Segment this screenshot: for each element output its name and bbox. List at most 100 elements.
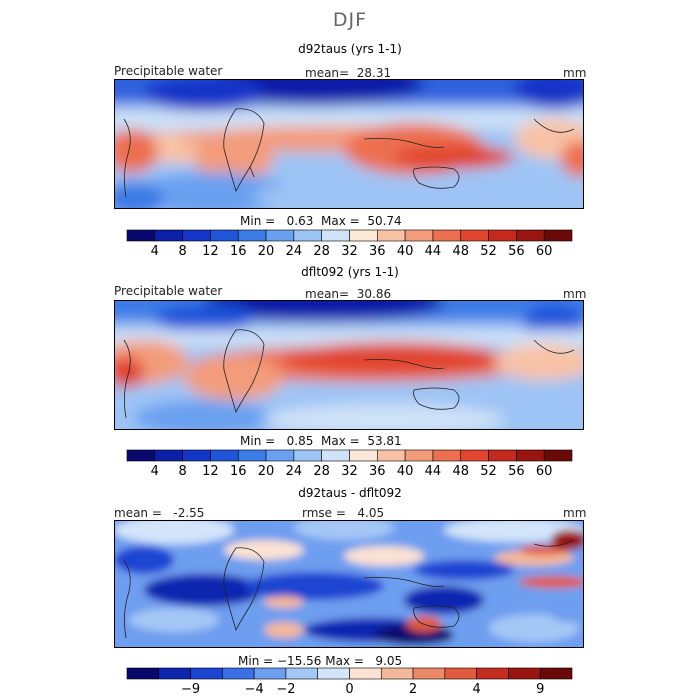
colorbar-2-box-13 <box>488 449 517 462</box>
colorbar-2-tick-label: 48 <box>452 464 469 479</box>
colorbar-1-tick-label: 20 <box>258 244 275 259</box>
colorbar-2-tick-label: 4 <box>151 464 159 479</box>
panel-2-min-value: 0.85 <box>286 434 314 448</box>
colorbar-1-box-0 <box>126 229 156 242</box>
colorbar-1-tick-label: 56 <box>508 244 525 259</box>
colorbar-1-box-13 <box>488 229 517 242</box>
colorbar-3-tick-label: −9 <box>181 682 200 697</box>
colorbar-3-tick-label: −2 <box>276 682 295 697</box>
colorbar-1-box-4 <box>237 229 267 242</box>
colorbar-3-box-0 <box>126 667 160 680</box>
colorbar-1-tick-label: 36 <box>369 244 386 259</box>
colorbar-3-box-13 <box>539 667 573 680</box>
panel-3-minmax: Min = −15.56 Max = 9.05 <box>238 654 403 668</box>
panel-3-colorbar: −9 −4 −2 0 2 4 9 <box>126 667 573 697</box>
panel-3-rmse-label: rmse = 4.05 <box>302 506 385 520</box>
colorbar-2-tick-label: 8 <box>178 464 186 479</box>
colorbar-3-box-11 <box>476 667 509 680</box>
colorbar-2-tick-label: 28 <box>313 464 330 479</box>
colorbar-2-tick-label: 56 <box>508 464 525 479</box>
colorbar-2-box-4 <box>237 449 267 462</box>
colorbar-3-tick-label: 0 <box>345 682 353 697</box>
colorbar-3-box-8 <box>380 667 414 680</box>
colorbar-1-tick-label: 32 <box>341 244 358 259</box>
panel-2-title: dflt092 (yrs 1-1) <box>301 265 399 279</box>
colorbar-2-tick-label: 52 <box>480 464 497 479</box>
colorbar-1-box-3 <box>210 229 239 242</box>
panel-1-map-svg <box>114 79 584 209</box>
colorbar-2-tick-label: 40 <box>397 464 414 479</box>
colorbar-3-box-4 <box>253 667 287 680</box>
panel-1-colorbar-svg: 4 8 12 16 20 24 28 32 36 40 44 48 52 56 60 <box>126 229 573 259</box>
colorbar-1-box-15 <box>543 229 573 242</box>
panel-1-coastlines <box>123 108 575 198</box>
colorbar-1-box-9 <box>377 229 406 242</box>
panel-1-min-value: 0.63 <box>286 214 314 228</box>
colorbar-2-box-7 <box>321 449 350 462</box>
colorbar-2-box-11 <box>432 449 462 462</box>
panel-3-max-value: 9.05 <box>375 654 403 668</box>
panel-3-mean-value: -2.55 <box>173 506 205 520</box>
colorbar-2-tick-label: 24 <box>286 464 303 479</box>
panel-1-mean-value: 28.31 <box>356 66 392 80</box>
colorbar-3-box-2 <box>190 667 223 680</box>
colorbar-1-tick-label: 8 <box>178 244 186 259</box>
colorbar-2-box-5 <box>265 449 295 462</box>
colorbar-1-tick-label: 24 <box>286 244 303 259</box>
panel-1-title: d92taus (yrs 1-1) <box>298 42 402 56</box>
colorbar-2-tick-label: 36 <box>369 464 386 479</box>
panel-2-minmax: Min = 0.85 Max = 53.81 <box>240 434 402 448</box>
panel-3-coastlines <box>123 539 575 639</box>
colorbar-3-box-10 <box>444 667 477 680</box>
colorbar-2-tick-label: 20 <box>258 464 275 479</box>
colorbar-2-tick-label: 16 <box>230 464 247 479</box>
colorbar-3-box-9 <box>412 667 446 680</box>
colorbar-3-tick-label: 9 <box>536 682 544 697</box>
panel-1-mean-label: mean= 28.31 <box>305 66 392 80</box>
colorbar-1-box-6 <box>293 229 322 242</box>
panel-3-map-svg <box>114 520 584 648</box>
panel-2-colorbar-svg: 4 8 12 16 20 24 28 32 36 40 44 48 52 56 60 <box>126 449 573 479</box>
colorbar-1-box-14 <box>516 229 545 242</box>
colorbar-1-tick-label: 4 <box>151 244 159 259</box>
colorbar-2-box-6 <box>293 449 322 462</box>
colorbar-2-box-0 <box>126 449 156 462</box>
panel-3-map <box>114 520 584 648</box>
panel-1-variable-label: Precipitable water <box>114 64 223 78</box>
colorbar-1-tick-label: 52 <box>480 244 497 259</box>
colorbar-2-tick-label: 44 <box>425 464 442 479</box>
panel-2-variable-label: Precipitable water <box>114 284 223 298</box>
colorbar-1-box-8 <box>349 229 378 242</box>
colorbar-1-tick-label: 40 <box>397 244 414 259</box>
colorbar-1-tick-label: 28 <box>313 244 330 259</box>
panel-2-map-svg <box>114 300 584 430</box>
colorbar-3-tick-label: −4 <box>245 682 264 697</box>
panel-3-rmse-value: 4.05 <box>357 506 385 520</box>
colorbar-3-box-6 <box>317 667 350 680</box>
colorbar-3-box-1 <box>158 667 191 680</box>
colorbar-2-box-1 <box>154 449 183 462</box>
colorbar-1-tick-label: 48 <box>452 244 469 259</box>
colorbar-3-tick-label: 2 <box>409 682 417 697</box>
panel-1-max-value: 50.74 <box>367 214 402 228</box>
colorbar-1-box-11 <box>432 229 462 242</box>
colorbar-1-tick-label: 60 <box>536 244 553 259</box>
colorbar-2-box-14 <box>516 449 545 462</box>
colorbar-2-box-3 <box>210 449 239 462</box>
panel-3-title: d92taus - dflt092 <box>298 486 402 500</box>
panel-1-units: mm <box>563 66 587 80</box>
colorbar-2-box-8 <box>349 449 378 462</box>
colorbar-1-tick-label: 16 <box>230 244 247 259</box>
colorbar-2-box-10 <box>404 449 434 462</box>
panel-2-map <box>114 300 584 430</box>
panel-2-colorbar: 4 8 12 16 20 24 28 32 36 40 44 48 52 56 60 <box>126 449 573 479</box>
panel-3-mean-label: mean = -2.55 <box>114 506 205 520</box>
colorbar-1-box-10 <box>404 229 434 242</box>
panel-1-map <box>114 79 584 209</box>
panel-2-mean-label: mean= 30.86 <box>305 287 392 301</box>
colorbar-2-box-2 <box>182 449 211 462</box>
colorbar-1-box-7 <box>321 229 350 242</box>
colorbar-3-box-3 <box>222 667 255 680</box>
colorbar-2-tick-label: 60 <box>536 464 553 479</box>
colorbar-2-tick-label: 32 <box>341 464 358 479</box>
